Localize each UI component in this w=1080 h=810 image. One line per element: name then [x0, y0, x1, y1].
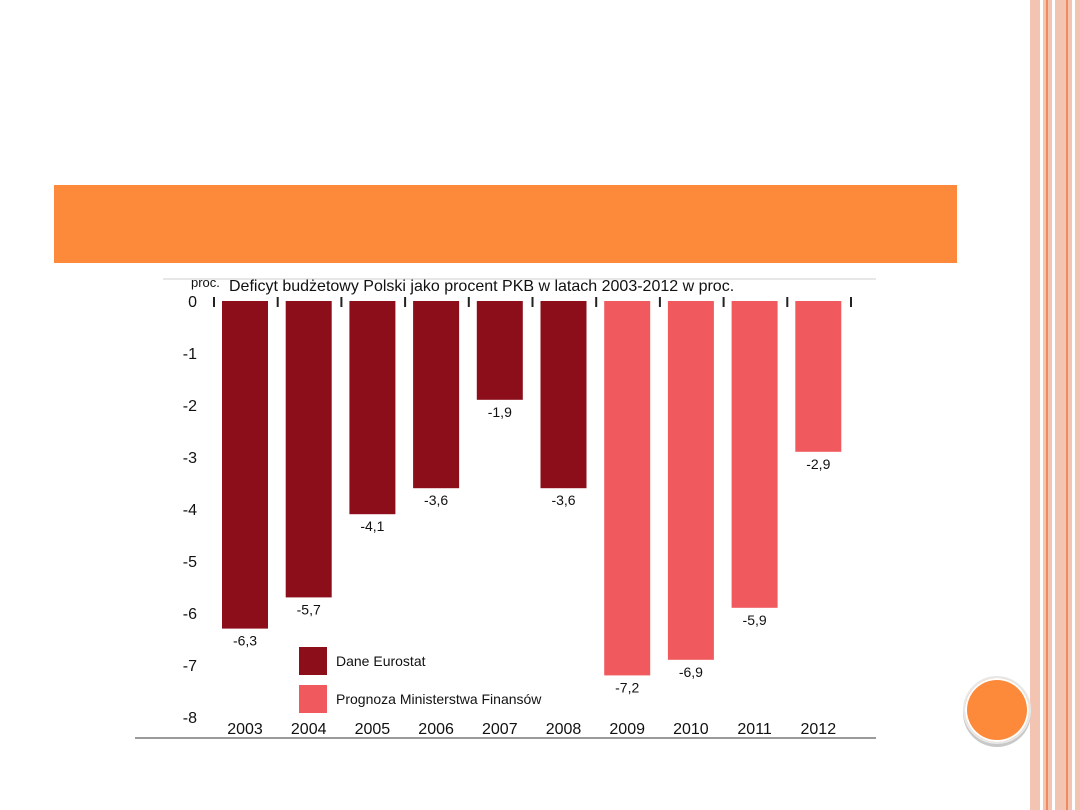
- bar-series: [222, 301, 842, 676]
- value-label-2009: -7,2: [615, 679, 639, 695]
- legend-label: Prognoza Ministerstwa Finansów: [336, 691, 542, 707]
- y-tick-label: -7: [183, 658, 197, 675]
- legend-label: Dane Eurostat: [336, 653, 426, 669]
- y-axis: 0 -1 -2 -3 -4 -5 -6 -7 -8: [183, 294, 852, 727]
- side-stripe: [1030, 0, 1080, 810]
- x-tick-label-2010: 2010: [673, 721, 709, 738]
- bar-2007: [476, 301, 523, 400]
- side-line: [1066, 0, 1068, 810]
- value-label-2010: -6,9: [679, 664, 703, 680]
- value-label-2003: -6,3: [233, 633, 257, 649]
- value-label-2012: -2,9: [806, 456, 830, 472]
- x-tick-label-2006: 2006: [418, 721, 454, 738]
- nav-circle-button[interactable]: [963, 676, 1031, 744]
- value-label-2005: -4,1: [360, 518, 384, 534]
- side-line: [1046, 0, 1048, 810]
- value-label-2007: -1,9: [488, 404, 512, 420]
- y-tick-label: -4: [183, 502, 197, 519]
- x-tick-label-2005: 2005: [355, 721, 391, 738]
- bar-2006: [413, 301, 460, 489]
- x-tick-label-2011: 2011: [737, 721, 772, 738]
- bar-2008: [540, 301, 587, 489]
- legend-swatch: [299, 685, 327, 713]
- x-tick-label-2008: 2008: [546, 721, 582, 738]
- chart-title: Deficyt budżetowy Polski jako procent PK…: [229, 278, 734, 295]
- bar-2011: [731, 301, 778, 608]
- y-tick-label: -1: [183, 346, 197, 363]
- bar-2010: [667, 301, 714, 660]
- bar-2003: [222, 301, 268, 629]
- y-tick-label: -2: [183, 398, 197, 415]
- x-tick-label-2003: 2003: [227, 721, 263, 738]
- x-tick-label-2012: 2012: [801, 721, 837, 738]
- bar-2005: [349, 301, 396, 515]
- side-line: [1052, 0, 1055, 810]
- y-tick-label: -5: [183, 554, 197, 571]
- y-tick-label: -6: [183, 606, 197, 623]
- value-label-2008: -3,6: [551, 492, 575, 508]
- y-tick-label: 0: [188, 294, 197, 311]
- title-banner: [54, 185, 957, 263]
- legend-swatch: [299, 647, 327, 675]
- y-tick-label: -8: [183, 710, 197, 727]
- y-tick-label: -3: [183, 450, 197, 467]
- x-tick-label-2007: 2007: [482, 721, 518, 738]
- bar-2004: [285, 301, 332, 598]
- side-line: [1072, 0, 1075, 810]
- x-tick-label-2009: 2009: [609, 721, 645, 738]
- value-label-2006: -3,6: [424, 492, 448, 508]
- x-tick-label-2004: 2004: [291, 721, 327, 738]
- data-labels: -6,3 2003 -5,7 2004 -4,1 2005 -3,6 2006 -1,9 2007…: [227, 404, 836, 738]
- value-label-2011: -5,9: [743, 612, 767, 628]
- legend: Dane Eurostat Prognoza Ministerstwa Finan…: [299, 647, 542, 713]
- value-label-2004: -5,7: [297, 601, 321, 617]
- deficit-bar-chart: 0 -1 -2 -3 -4 -5 -6 -7 -8 -6,3 2003 -5,7 2004 -4,1 20…: [135, 275, 876, 739]
- y-axis-unit-label: proc.: [191, 278, 220, 290]
- side-line: [1040, 0, 1043, 810]
- chart-container: 0 -1 -2 -3 -4 -5 -6 -7 -8 -6,3 2003 -5,7 2004 -4,1 20…: [135, 275, 876, 740]
- bar-2012: [795, 301, 842, 452]
- bar-2009: [604, 301, 651, 676]
